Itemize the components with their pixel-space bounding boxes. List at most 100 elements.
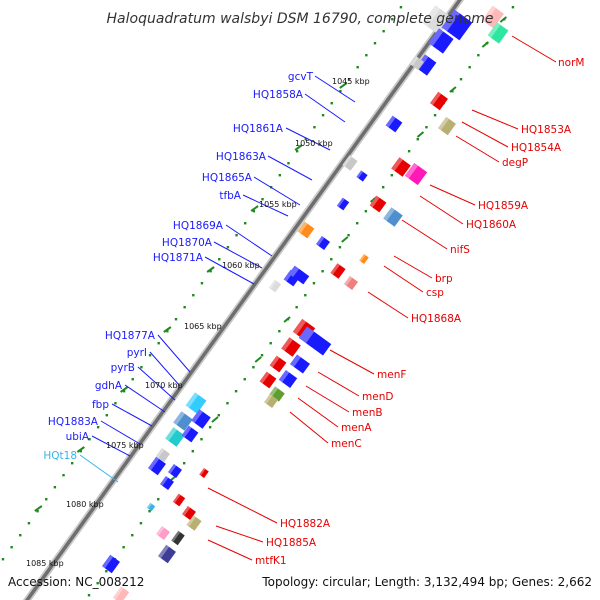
page-title: Haloquadratum walsbyi DSM 16790, complet… (107, 11, 494, 27)
gene-feature (428, 28, 454, 54)
track-dot (114, 402, 117, 405)
gene-highlight (173, 411, 185, 426)
kbp-tick (481, 41, 489, 48)
gene-highlight (356, 170, 364, 179)
gene-feature (148, 456, 166, 476)
gene-block (102, 554, 120, 574)
ruler: 1045 kbp 1050 kbp 1055 kbp 1060 kbp 1065… (26, 77, 370, 568)
gene-feature (391, 157, 411, 177)
gene-highlight (185, 392, 199, 408)
gene-features (102, 5, 509, 600)
gene-feature (369, 195, 387, 213)
gene-feature (356, 170, 368, 182)
gene-feature (173, 411, 193, 431)
gene-feature (158, 544, 176, 564)
track-dot (140, 366, 143, 369)
gene-label: HQ1882A (280, 518, 331, 530)
kbp-tick (163, 326, 172, 333)
gene-highlight (156, 526, 165, 536)
kbp-tick (76, 446, 85, 453)
gene-highlight (487, 22, 501, 38)
gene-block (185, 392, 207, 414)
track-dot (261, 198, 264, 201)
gene-label: HQ1858A (253, 89, 304, 101)
ruler-tick-label: 1055 kbp (259, 200, 297, 209)
leader-line (267, 155, 313, 181)
gene-highlight (482, 5, 497, 23)
track-dot (174, 318, 178, 321)
gene-block (430, 91, 448, 111)
gene-block (356, 170, 368, 182)
leader-line (289, 411, 329, 444)
leader-line (383, 265, 424, 293)
gene-block (383, 207, 403, 227)
gene-block (191, 409, 211, 429)
track-dot (511, 6, 515, 9)
gene-highlight (259, 371, 270, 384)
track-dot (339, 90, 342, 93)
gene-label: HQ1883A (48, 416, 99, 428)
kbp-tick (283, 316, 291, 323)
gene-highlight (288, 265, 300, 277)
kbp-tick (206, 266, 215, 273)
gene-highlight (383, 207, 395, 222)
gene-label: gcvT (288, 71, 314, 83)
gene-block (415, 54, 437, 76)
leader-line (429, 184, 476, 206)
gene-highlight (181, 425, 192, 438)
ruler-tick-label: 1045 kbp (332, 77, 370, 86)
leader-line (100, 420, 141, 445)
track-dot (243, 378, 246, 381)
track-dot (157, 342, 160, 345)
gene-highlight (158, 544, 170, 559)
gene-highlight (269, 386, 278, 397)
leader-line (215, 525, 264, 543)
gene-block (438, 116, 456, 136)
track-dot (278, 330, 281, 333)
kbp-tick (254, 356, 262, 363)
gene-label: fbp (92, 399, 109, 411)
gene-highlight (112, 586, 124, 600)
track-dot (70, 462, 74, 465)
track-dot (87, 594, 91, 597)
track-dot (304, 294, 307, 297)
track-dot (79, 450, 83, 453)
leader-line (242, 194, 289, 217)
kbp-tick (339, 82, 348, 89)
gene-label: menA (341, 422, 372, 434)
ruler-tick-label: 1060 kbp (222, 261, 260, 270)
track-dot (477, 54, 480, 57)
gene-highlight (165, 427, 177, 442)
gene-block (160, 476, 174, 490)
gene-highlight (102, 554, 114, 569)
gene-block (268, 279, 282, 293)
track-dot (200, 438, 203, 441)
gene-block (316, 236, 330, 250)
leader-line (207, 487, 278, 524)
track-dot (399, 6, 403, 9)
kbp-tick (34, 505, 43, 512)
gene-label: HQ1877A (105, 330, 156, 342)
gene-block (173, 411, 193, 431)
track-dot (122, 546, 125, 549)
gene-feature (278, 370, 298, 388)
gene-label: HQ1869A (173, 220, 224, 232)
gene-label: menC (331, 438, 362, 450)
leader-line (204, 256, 255, 285)
track-dot (209, 270, 212, 273)
gene-block (181, 425, 199, 443)
accession-text: Accession: NC_008212 (8, 575, 144, 589)
track-dot (433, 114, 437, 117)
gene-label: tfbA (219, 190, 241, 202)
gene-label: HQt18 (43, 450, 77, 462)
genome-summary-text: Topology: circular; Length: 3,132,494 bp… (261, 575, 592, 589)
gene-label: HQ1865A (202, 172, 253, 184)
gene-feature (146, 502, 156, 512)
leader-line (91, 435, 131, 457)
gene-feature (172, 493, 186, 507)
gene-feature (168, 464, 182, 478)
leader-line (253, 176, 301, 206)
gene-block (199, 468, 209, 478)
track-dot (364, 210, 368, 213)
gene-block (288, 265, 310, 285)
